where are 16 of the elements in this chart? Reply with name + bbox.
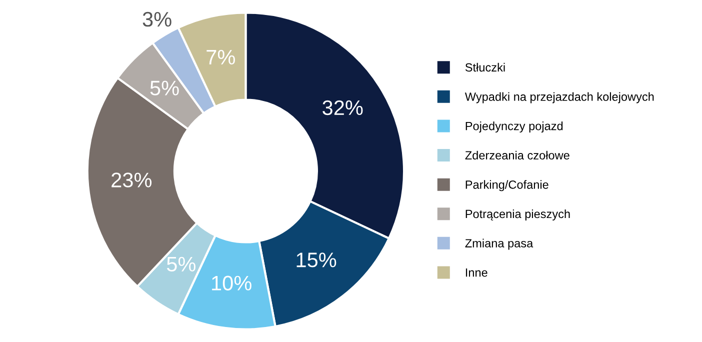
data-label: 7%	[206, 50, 235, 64]
data-label: 10%	[212, 276, 252, 290]
legend-label: Stłuczki	[465, 62, 505, 72]
legend-label: Pojedynczy pojazd	[466, 122, 563, 133]
data-label: 23%	[112, 172, 152, 188]
data-label: 5%	[166, 256, 196, 272]
data-label: 5%	[150, 80, 179, 96]
legend-label: Zmiana pasa	[465, 238, 534, 250]
data-label: 32%	[322, 100, 363, 116]
legend-label: Potrącenia pieszych	[466, 209, 570, 220]
legend-label: Parking/Cofanie	[466, 180, 548, 192]
legend-label: Inne	[466, 268, 488, 277]
data-label: 15%	[296, 252, 336, 268]
legend-label: Wypadki na przejazdach kolejowych	[464, 92, 654, 104]
legend-label: Zderzeania czołowe	[465, 150, 570, 160]
data-label: 3%	[142, 12, 172, 27]
